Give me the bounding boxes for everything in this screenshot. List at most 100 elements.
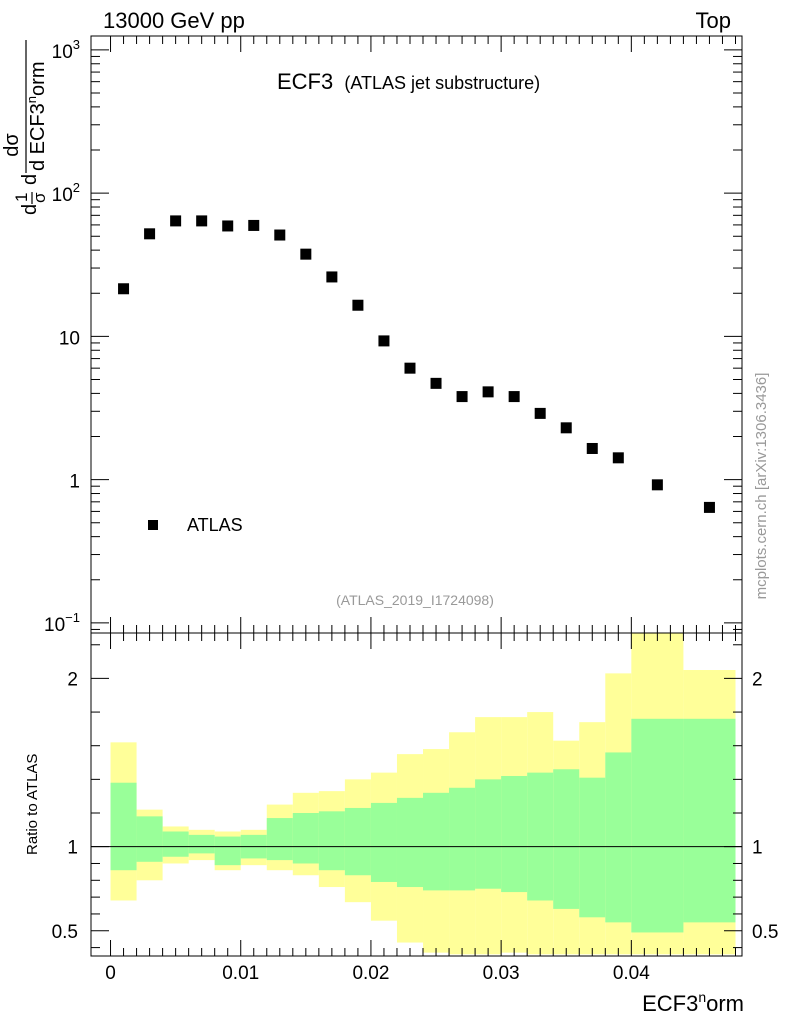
atlas-data-point	[456, 391, 468, 403]
main-y-tick-label: 103	[52, 37, 80, 63]
ratio-y-tick-labels: 0.5 0.5 1 1 2 2	[52, 669, 779, 942]
stat-uncertainty-band	[110, 718, 736, 933]
x-tick-label: 0.02	[352, 963, 389, 984]
atlas-data-point	[651, 479, 663, 491]
atlas-data-point	[352, 299, 364, 311]
y-label-d1: d	[19, 204, 41, 215]
stat-uncertainty-band-bin	[449, 787, 476, 891]
stat-uncertainty-band-bin	[162, 831, 189, 857]
stat-uncertainty-band-bin	[423, 792, 450, 891]
stat-uncertainty-band-bin	[344, 807, 371, 876]
ratio-plot-frame	[90, 632, 743, 957]
atlas-data-point	[326, 271, 338, 283]
ratio-plot-panel: 0.5 0.5 1 1 2 2 0 0.01 0.02 0.03 0.04 Ratio to AT…	[24, 632, 779, 1016]
atlas-data-points	[118, 215, 715, 513]
atlas-data-point	[118, 283, 130, 295]
stat-uncertainty-band-bin	[370, 802, 397, 882]
atlas-data-point	[560, 422, 572, 434]
legend-label: ATLAS	[187, 515, 243, 535]
stat-uncertainty-band-bin	[631, 718, 684, 933]
atlas-data-point	[222, 220, 234, 232]
stat-uncertainty-band-bin	[292, 813, 319, 864]
stat-uncertainty-band-bin	[579, 777, 606, 918]
atlas-data-point	[248, 219, 260, 231]
main-y-tick-exponent: −1	[65, 610, 80, 625]
main-y-tick-label: 1	[69, 472, 80, 493]
stat-uncertainty-band-bin	[188, 834, 215, 854]
x-label-sup: n	[698, 989, 706, 1005]
atlas-data-point	[144, 228, 156, 240]
main-plot-frame	[90, 35, 743, 634]
ratio-y-tick-label-right: 0.5	[752, 922, 778, 943]
stat-uncertainty-band-bin	[136, 816, 163, 862]
stat-uncertainty-band-bin	[501, 775, 528, 893]
plot-title-main: ECF3	[277, 69, 333, 94]
y-label-den-tail: orm	[27, 62, 49, 96]
main-y-axis-label: d 1 σ d dσ d ECF3norm	[1, 40, 49, 215]
stat-uncertainty-band-bin	[214, 836, 241, 866]
main-y-tick-label: 102	[52, 180, 80, 206]
atlas-data-point	[612, 452, 624, 464]
atlas-data-point	[274, 229, 286, 241]
ratio-y-tick-label-right: 1	[752, 838, 763, 859]
main-y-tick-base: 10	[44, 615, 65, 636]
main-y-tick-base: 10	[52, 42, 73, 63]
x-tick-label: 0.03	[483, 963, 520, 984]
x-tick-label: 0.01	[222, 963, 259, 984]
atlas-data-point	[482, 386, 494, 398]
stat-uncertainty-band-bin	[553, 769, 580, 909]
y-label-den-sup: n	[24, 96, 39, 103]
x-tick-label: 0	[105, 963, 116, 984]
atlas-data-point	[703, 501, 715, 513]
atlas-data-point	[534, 407, 546, 419]
main-y-tick-label: 10−1	[44, 610, 80, 636]
legend-marker	[148, 520, 158, 530]
stat-uncertainty-band-bin	[266, 818, 293, 861]
stat-uncertainty-band-bin	[527, 772, 554, 901]
atlas-data-point	[404, 362, 416, 374]
stat-uncertainty-band-bin	[110, 782, 137, 871]
atlas-data-point	[300, 248, 312, 260]
y-label-dsigma: dσ	[1, 133, 23, 157]
ratio-y-tick-label-left: 1	[67, 838, 78, 859]
side-source-label: mcplots.cern.ch [arXiv:1306.3436]	[753, 373, 770, 600]
header-process-label: Top	[696, 8, 731, 33]
ratio-y-tick-label-left: 0.5	[52, 922, 78, 943]
x-axis-label: ECF3norm	[642, 989, 744, 1016]
y-label-one: 1	[12, 193, 31, 202]
stat-uncertainty-band-bin	[396, 797, 424, 888]
x-label-tail: orm	[706, 991, 744, 1016]
y-label-denominator: d ECF3norm	[24, 62, 49, 172]
ratio-uncertainty-bands	[110, 633, 736, 955]
ratio-x-ticks	[110, 633, 736, 956]
ratio-y-axis-label: Ratio to ATLAS	[24, 754, 41, 855]
main-x-ticks	[110, 36, 736, 633]
stat-uncertainty-band-bin	[475, 779, 502, 889]
atlas-data-point	[170, 215, 182, 227]
main-y-tick-label: 10	[59, 328, 80, 349]
ratio-y-ticks	[91, 644, 742, 949]
main-y-tick-base: 10	[52, 185, 73, 206]
x-tick-label: 0.04	[613, 963, 650, 984]
atlas-data-point	[430, 377, 442, 389]
y-label-d2: d	[19, 174, 41, 185]
main-y-tick-base: 10	[59, 328, 80, 349]
ratio-y-tick-label-right: 2	[752, 669, 763, 690]
stat-uncertainty-band-bin	[683, 718, 736, 923]
stat-uncertainty-band-bin	[605, 752, 632, 923]
atlas-data-point	[586, 442, 598, 454]
ratio-x-tick-labels: 0 0.01 0.02 0.03 0.04	[105, 963, 650, 984]
main-y-tick-exponent: 2	[73, 180, 80, 195]
analysis-tag: (ATLAS_2019_I1724098)	[336, 592, 494, 608]
atlas-data-point	[378, 335, 390, 347]
main-y-tick-exponent: 3	[73, 37, 80, 52]
y-label-den-main: d ECF3	[27, 103, 49, 171]
stat-uncertainty-band-bin	[318, 811, 345, 871]
ratio-y-tick-label-left: 2	[67, 669, 78, 690]
x-label-main: ECF3	[642, 991, 698, 1016]
plot-title: ECF3 (ATLAS jet substructure)	[277, 69, 540, 94]
atlas-data-point	[508, 391, 520, 403]
